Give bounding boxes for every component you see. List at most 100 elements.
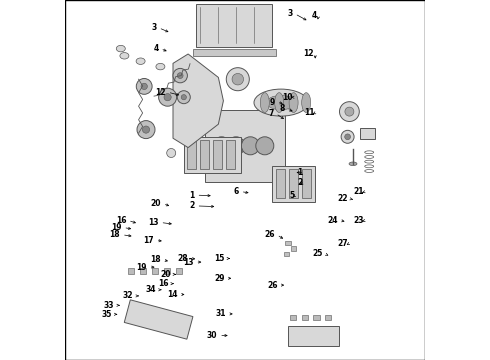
Bar bbox=[288, 326, 339, 346]
Text: 20: 20 bbox=[150, 199, 161, 208]
Text: 11: 11 bbox=[304, 108, 315, 117]
Text: 3: 3 bbox=[151, 23, 157, 32]
Text: 22: 22 bbox=[337, 194, 347, 203]
Text: 12: 12 bbox=[303, 49, 314, 58]
Text: 13: 13 bbox=[148, 218, 159, 227]
Text: 2: 2 bbox=[297, 179, 303, 188]
Text: 34: 34 bbox=[146, 285, 156, 294]
Bar bbox=[205, 110, 285, 182]
Circle shape bbox=[213, 137, 231, 155]
Bar bbox=[360, 128, 374, 139]
Ellipse shape bbox=[254, 89, 308, 116]
Text: 19: 19 bbox=[136, 263, 147, 272]
Bar bbox=[187, 140, 196, 169]
Text: 12: 12 bbox=[155, 88, 166, 97]
Text: 35: 35 bbox=[101, 310, 112, 319]
Bar bbox=[226, 140, 235, 169]
Text: 1: 1 bbox=[297, 168, 303, 177]
Circle shape bbox=[141, 83, 147, 90]
Circle shape bbox=[227, 137, 245, 155]
Text: 4: 4 bbox=[312, 11, 317, 20]
Bar bbox=[193, 49, 275, 56]
Circle shape bbox=[136, 78, 152, 94]
Ellipse shape bbox=[156, 63, 165, 70]
Text: 28: 28 bbox=[178, 254, 189, 263]
Bar bbox=[301, 169, 311, 198]
Circle shape bbox=[143, 126, 149, 133]
Bar bbox=[175, 268, 182, 274]
Bar bbox=[128, 268, 134, 274]
Text: 26: 26 bbox=[265, 230, 275, 239]
Ellipse shape bbox=[349, 162, 357, 166]
Text: 2: 2 bbox=[189, 202, 195, 210]
Circle shape bbox=[164, 94, 171, 101]
Circle shape bbox=[232, 73, 244, 85]
Bar bbox=[196, 4, 272, 47]
Bar bbox=[152, 268, 158, 274]
Ellipse shape bbox=[340, 102, 359, 122]
Circle shape bbox=[345, 134, 350, 140]
Text: 5: 5 bbox=[289, 191, 294, 199]
Text: 16: 16 bbox=[116, 216, 126, 225]
Circle shape bbox=[181, 95, 186, 100]
Ellipse shape bbox=[167, 149, 176, 158]
Text: 15: 15 bbox=[214, 254, 224, 263]
Polygon shape bbox=[173, 54, 223, 148]
Text: 13: 13 bbox=[183, 258, 194, 266]
Text: 9: 9 bbox=[270, 98, 275, 107]
Text: 32: 32 bbox=[123, 292, 133, 300]
Bar bbox=[275, 169, 285, 198]
Text: 23: 23 bbox=[353, 216, 364, 225]
Bar bbox=[213, 140, 222, 169]
Text: 4: 4 bbox=[153, 44, 159, 53]
Text: 18: 18 bbox=[109, 230, 120, 239]
Text: 25: 25 bbox=[313, 249, 323, 258]
Text: 29: 29 bbox=[214, 274, 224, 283]
Text: 17: 17 bbox=[143, 236, 154, 245]
Ellipse shape bbox=[267, 95, 295, 110]
Text: 31: 31 bbox=[216, 310, 226, 319]
Text: 26: 26 bbox=[267, 281, 277, 289]
Bar bbox=[289, 169, 297, 198]
Text: 8: 8 bbox=[279, 104, 285, 113]
Text: 33: 33 bbox=[104, 301, 114, 310]
Ellipse shape bbox=[275, 93, 284, 113]
Circle shape bbox=[159, 88, 176, 106]
Circle shape bbox=[177, 91, 190, 104]
Bar bbox=[184, 137, 242, 173]
Ellipse shape bbox=[302, 93, 311, 113]
Circle shape bbox=[242, 137, 259, 155]
Circle shape bbox=[256, 137, 274, 155]
Text: 10: 10 bbox=[282, 93, 293, 102]
Text: 6: 6 bbox=[234, 187, 239, 196]
Ellipse shape bbox=[116, 45, 125, 52]
Text: 16: 16 bbox=[158, 279, 169, 288]
Text: 18: 18 bbox=[150, 256, 161, 264]
Ellipse shape bbox=[345, 107, 354, 116]
Bar bbox=[124, 300, 193, 339]
Text: 1: 1 bbox=[189, 191, 195, 199]
Circle shape bbox=[177, 73, 183, 78]
Bar bbox=[284, 252, 289, 256]
Text: 20: 20 bbox=[160, 270, 171, 279]
Circle shape bbox=[226, 68, 249, 91]
Bar bbox=[290, 315, 296, 320]
Text: 14: 14 bbox=[167, 290, 178, 299]
Text: 7: 7 bbox=[269, 109, 274, 118]
Bar bbox=[140, 268, 147, 274]
Bar bbox=[164, 268, 170, 274]
Bar bbox=[272, 166, 315, 202]
Ellipse shape bbox=[260, 93, 270, 113]
Bar bbox=[324, 315, 331, 320]
Text: 21: 21 bbox=[353, 187, 364, 196]
Ellipse shape bbox=[289, 93, 298, 113]
Circle shape bbox=[173, 68, 187, 83]
Ellipse shape bbox=[120, 53, 129, 59]
Ellipse shape bbox=[136, 58, 145, 64]
Bar bbox=[301, 315, 308, 320]
Text: 19: 19 bbox=[111, 223, 122, 232]
Bar bbox=[200, 140, 209, 169]
Text: 24: 24 bbox=[327, 216, 338, 225]
Bar bbox=[313, 315, 319, 320]
Text: 27: 27 bbox=[338, 239, 348, 248]
